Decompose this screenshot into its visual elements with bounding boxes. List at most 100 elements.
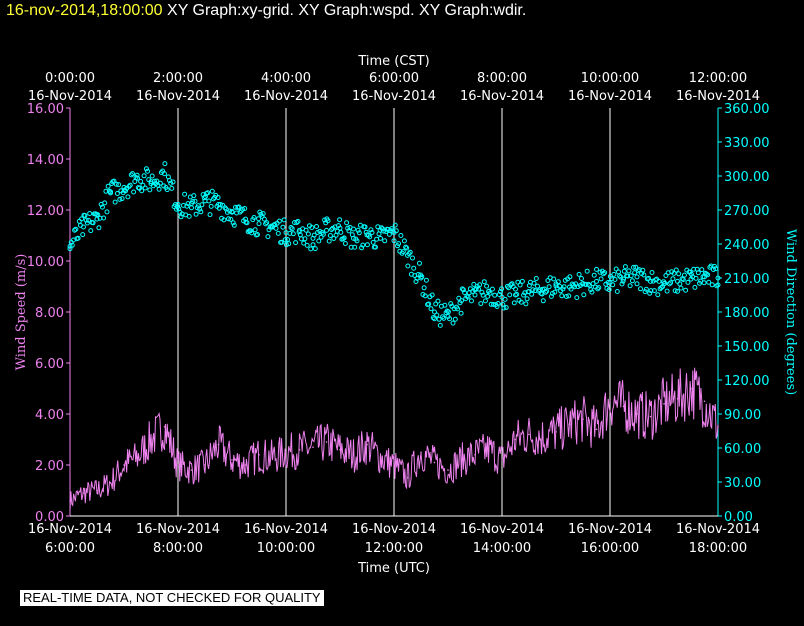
top-tick-time: 8:00:00 — [477, 71, 527, 86]
wind-direction-point — [301, 240, 307, 246]
wind-direction-point — [441, 315, 447, 321]
wind-direction-point — [535, 283, 540, 289]
wind-speed-point — [82, 492, 85, 494]
wind-direction-point — [170, 179, 176, 185]
wind-direction-point — [231, 222, 237, 228]
wind-direction-point — [710, 267, 716, 272]
wind-direction-data-point — [459, 298, 464, 304]
left-tick-label: 12.00 — [27, 204, 64, 219]
wind-direction-data-point — [513, 292, 518, 298]
wind-direction-point — [141, 173, 147, 179]
wind-direction-point — [715, 282, 721, 288]
wind-direction-point — [90, 220, 96, 226]
bottom-tick-time: 8:00:00 — [153, 541, 203, 556]
wind-direction-point — [612, 277, 618, 282]
wind-direction-point — [295, 218, 301, 224]
wind-speed-point — [177, 464, 179, 466]
wind-direction-point — [251, 215, 257, 220]
wind-direction-point — [426, 301, 432, 307]
right-tick-label: 240.00 — [724, 238, 770, 253]
wind-direction-point — [584, 268, 590, 274]
wind-direction-point — [509, 281, 515, 287]
wind-direction-point — [138, 178, 144, 184]
wind-direction-point — [111, 178, 117, 184]
wind-direction-point — [149, 173, 155, 179]
wind-direction-point — [325, 218, 331, 224]
wind-direction-point — [99, 204, 105, 210]
wind-direction-point — [530, 287, 536, 293]
wind-direction-point — [434, 312, 440, 318]
wind-direction-point — [524, 296, 530, 302]
wind-direction-point — [396, 241, 402, 247]
left-tick-label: 2.00 — [35, 459, 64, 474]
wind-direction-point — [341, 235, 347, 241]
wind-direction-point — [519, 278, 525, 284]
wind-direction-data-point — [189, 205, 194, 211]
wind-direction-point — [479, 289, 485, 295]
wind-direction-data-point — [94, 216, 100, 222]
wind-speed-point — [96, 489, 98, 492]
wind-direction-point — [485, 293, 491, 299]
wind-direction-point — [342, 241, 348, 246]
wind-direction-point — [331, 236, 337, 241]
wind-direction-point — [627, 283, 633, 289]
wind-direction-point — [379, 226, 385, 232]
wind-direction-point — [713, 266, 719, 272]
wind-direction-point — [345, 225, 351, 231]
wind-direction-point — [459, 286, 465, 292]
top-tick-time: 4:00:00 — [261, 71, 311, 86]
wind-speed-point — [649, 415, 652, 418]
wind-direction-point — [614, 289, 620, 294]
right-tick-label: 270.00 — [724, 204, 770, 219]
wind-direction-data-point — [162, 171, 167, 177]
wind-direction-point — [84, 220, 90, 226]
wind-speed-point — [555, 431, 557, 433]
wind-direction-point — [708, 263, 714, 269]
wind-direction-point — [429, 292, 435, 298]
wind-direction-point — [96, 225, 102, 231]
wind-direction-point — [327, 233, 333, 238]
wind-direction-point — [368, 227, 374, 233]
left-tick-label: 4.00 — [35, 408, 64, 423]
wind-direction-point — [197, 206, 203, 212]
wind-direction-point — [685, 279, 691, 285]
wind-direction-point — [611, 271, 617, 277]
bottom-tick-date: 16-Nov-2014 — [136, 522, 220, 537]
wind-direction-point — [477, 282, 483, 288]
bottom-tick-time: 6:00:00 — [45, 541, 95, 556]
wind-direction-point — [622, 264, 628, 270]
wind-direction-point — [492, 292, 498, 298]
right-tick-label: 150.00 — [724, 340, 770, 355]
wind-direction-point — [242, 206, 248, 211]
wind-direction-data-point — [391, 230, 397, 236]
right-tick-label: 300.00 — [724, 170, 770, 185]
wind-direction-point — [529, 291, 535, 297]
bottom-tick-time: 10:00:00 — [257, 541, 315, 556]
wind-direction-point — [370, 239, 376, 245]
wind-speed-point — [568, 423, 571, 426]
wind-direction-point — [576, 271, 582, 277]
wind-direction-point — [594, 266, 599, 272]
wind-direction-point — [641, 272, 647, 278]
wind-direction-point — [455, 306, 461, 312]
wind-direction-data-point — [634, 274, 640, 280]
wind-direction-point — [114, 191, 120, 196]
wind-direction-point — [308, 246, 314, 252]
wind-direction-point — [288, 225, 294, 230]
wind-direction-point — [517, 282, 523, 288]
wind-direction-point — [651, 288, 657, 294]
wind-direction-point — [506, 285, 512, 291]
wind-direction-point — [462, 290, 468, 296]
wind-direction-point — [435, 298, 441, 304]
wind-direction-point — [423, 277, 429, 283]
wind-direction-point — [382, 238, 388, 244]
wind-direction-point — [264, 220, 270, 226]
wind-direction-point — [279, 239, 285, 245]
wind-direction-point — [265, 234, 271, 240]
bottom-tick-time: 14:00:00 — [473, 541, 531, 556]
wind-direction-point — [391, 238, 397, 244]
wind-speed-point — [703, 400, 706, 403]
right-tick-label: 0.00 — [724, 510, 753, 525]
wind-speed-point — [501, 459, 503, 461]
